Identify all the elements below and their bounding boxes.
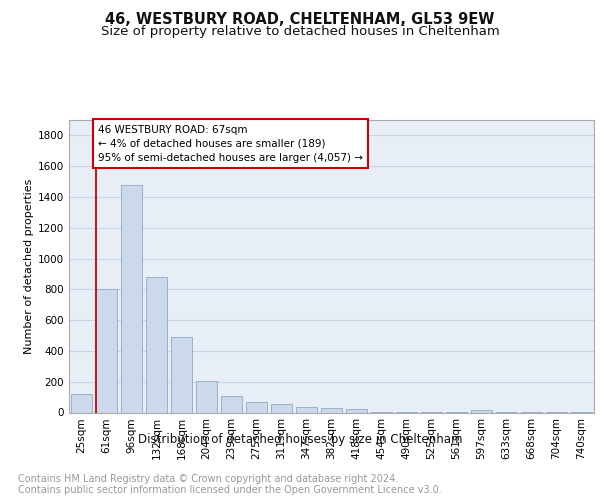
- Text: Distribution of detached houses by size in Cheltenham: Distribution of detached houses by size …: [138, 432, 462, 446]
- Bar: [246, 402, 267, 412]
- Bar: [471, 410, 492, 412]
- Bar: [171, 337, 192, 412]
- Bar: [321, 408, 342, 412]
- Text: 46 WESTBURY ROAD: 67sqm
← 4% of detached houses are smaller (189)
95% of semi-de: 46 WESTBURY ROAD: 67sqm ← 4% of detached…: [98, 124, 363, 162]
- Bar: [271, 404, 292, 412]
- Bar: [196, 381, 217, 412]
- Bar: [96, 290, 117, 412]
- Bar: [221, 396, 242, 412]
- Text: Contains HM Land Registry data © Crown copyright and database right 2024.: Contains HM Land Registry data © Crown c…: [18, 474, 398, 484]
- Bar: [346, 408, 367, 412]
- Text: Contains public sector information licensed under the Open Government Licence v3: Contains public sector information licen…: [18, 485, 442, 495]
- Bar: [71, 394, 92, 412]
- Bar: [121, 184, 142, 412]
- Text: Size of property relative to detached houses in Cheltenham: Size of property relative to detached ho…: [101, 25, 499, 38]
- Bar: [296, 407, 317, 412]
- Text: 46, WESTBURY ROAD, CHELTENHAM, GL53 9EW: 46, WESTBURY ROAD, CHELTENHAM, GL53 9EW: [106, 12, 494, 28]
- Y-axis label: Number of detached properties: Number of detached properties: [24, 178, 34, 354]
- Bar: [146, 277, 167, 412]
